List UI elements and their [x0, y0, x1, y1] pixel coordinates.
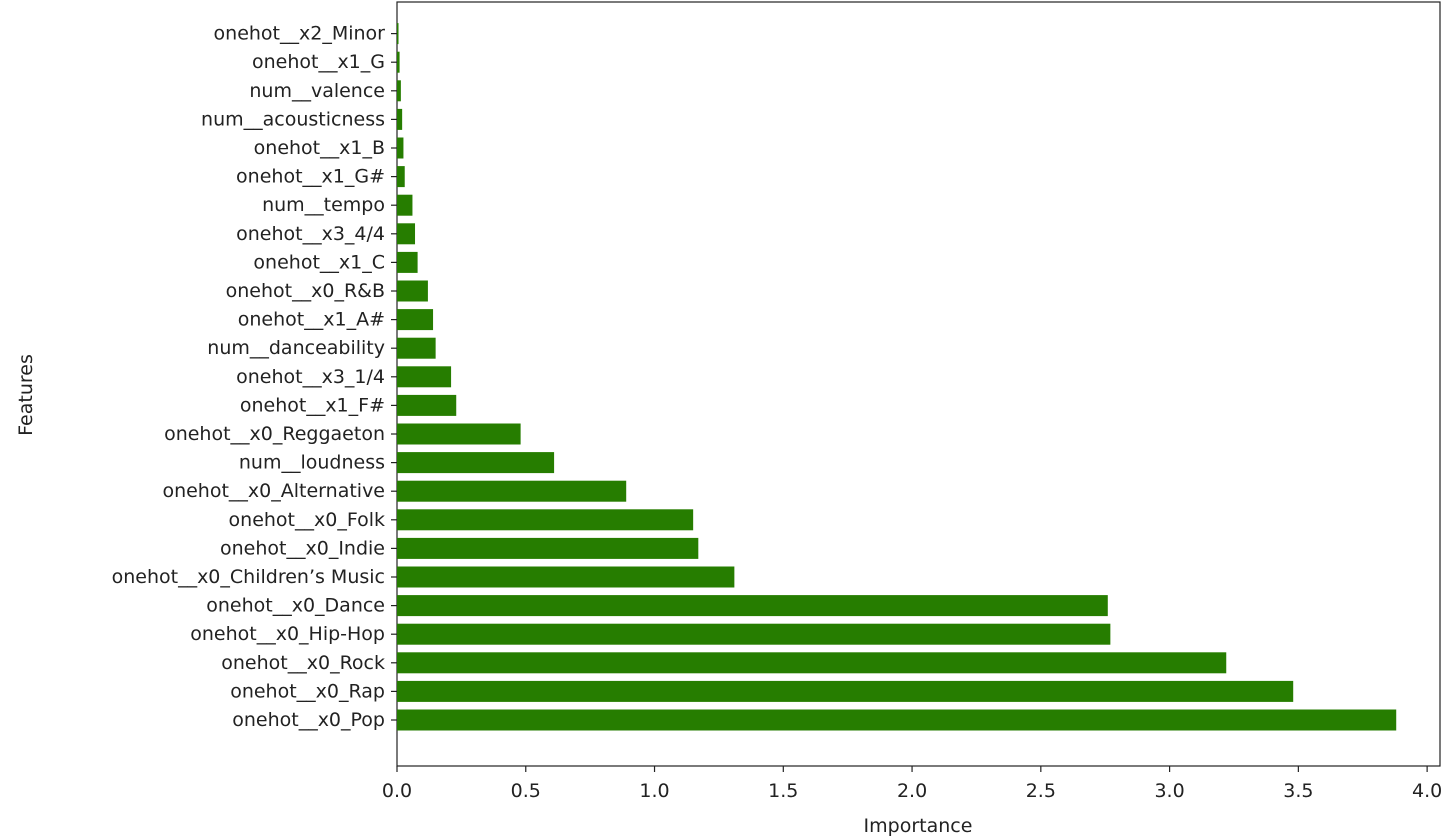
- bar: [397, 595, 1108, 617]
- x-tick-label: 0.5: [511, 780, 541, 802]
- y-tick-label: onehot__x0_Alternative: [162, 480, 385, 502]
- x-axis-title: Importance: [864, 815, 973, 837]
- y-tick-label: onehot__x0_Rock: [221, 652, 385, 674]
- bar: [397, 652, 1227, 674]
- bar: [397, 280, 428, 302]
- y-tick-label: onehot__x1_F#: [240, 394, 385, 416]
- bar: [397, 452, 555, 474]
- bar: [397, 566, 735, 588]
- y-tick-label: num__tempo: [262, 194, 385, 216]
- x-tick-label: 4.0: [1412, 780, 1442, 802]
- x-ticks-group: 0.0 0.5 1.0 1.5 2.0 2.5 3.0 3.5 4.0: [382, 766, 1442, 802]
- bars-group: [397, 23, 1397, 731]
- bar: [397, 709, 1397, 731]
- y-tick-label: onehot__x1_G#: [236, 166, 385, 188]
- y-tick-label: onehot__x1_A#: [238, 309, 385, 331]
- bar: [397, 480, 627, 502]
- bar: [397, 509, 694, 531]
- bar: [397, 51, 400, 73]
- x-tick-label: 0.0: [382, 780, 412, 802]
- y-tick-label: num__danceability: [207, 337, 385, 359]
- y-tick-label: onehot__x0_Hip-Hop: [190, 623, 385, 645]
- y-tick-label: onehot__x1_C: [253, 251, 385, 273]
- y-tick-label: onehot__x3_1/4: [236, 366, 385, 388]
- bar: [397, 309, 434, 331]
- y-tick-label: onehot__x0_Folk: [229, 509, 385, 531]
- y-tick-label: onehot__x3_4/4: [236, 223, 385, 245]
- plot-frame: [396, 1, 1441, 767]
- x-tick-label: 1.0: [639, 780, 669, 802]
- y-tick-labels: onehot__x0_Pop onehot__x0_Rap onehot__x0_R…: [112, 23, 397, 731]
- y-tick-label: num__loudness: [239, 452, 385, 474]
- bar: [397, 166, 405, 188]
- bar: [397, 394, 457, 416]
- bar: [397, 623, 1111, 645]
- y-tick-label: onehot__x0_Reggaeton: [164, 423, 385, 445]
- bar: [397, 537, 699, 559]
- bar: [397, 251, 418, 273]
- x-tick-label: 3.0: [1154, 780, 1184, 802]
- bar: [397, 223, 416, 245]
- x-tick-label: 1.5: [768, 780, 798, 802]
- bar: [397, 108, 403, 130]
- y-tick-label: onehot__x0_Dance: [206, 595, 385, 617]
- y-tick-label: onehot__x0_Indie: [220, 537, 385, 559]
- y-tick-label: onehot__x1_G: [252, 51, 385, 73]
- x-tick-label: 2.5: [1026, 780, 1056, 802]
- bar: [397, 23, 399, 45]
- bar: [397, 194, 413, 216]
- y-tick-label: onehot__x0_Rap: [230, 680, 385, 702]
- y-tick-label: onehot__x0_R&B: [226, 280, 385, 302]
- bar: [397, 137, 404, 159]
- bar: [397, 680, 1294, 702]
- y-tick-label: onehot__x1_B: [254, 137, 385, 159]
- y-tick-label: onehot__x0_Pop: [232, 709, 385, 731]
- bar: [397, 337, 436, 359]
- y-tick-label: num__valence: [249, 80, 385, 102]
- bar: [397, 423, 521, 445]
- y-tick-label: onehot__x0_Children’s Music: [112, 566, 385, 588]
- bar: [397, 80, 401, 102]
- x-tick-label: 2.0: [897, 780, 927, 802]
- x-tick-label: 3.5: [1283, 780, 1313, 802]
- y-tick-label: num__acousticness: [201, 108, 385, 130]
- y-tick-label: onehot__x2_Minor: [214, 23, 386, 45]
- y-axis-title: Features: [15, 354, 37, 436]
- bar: [397, 366, 452, 388]
